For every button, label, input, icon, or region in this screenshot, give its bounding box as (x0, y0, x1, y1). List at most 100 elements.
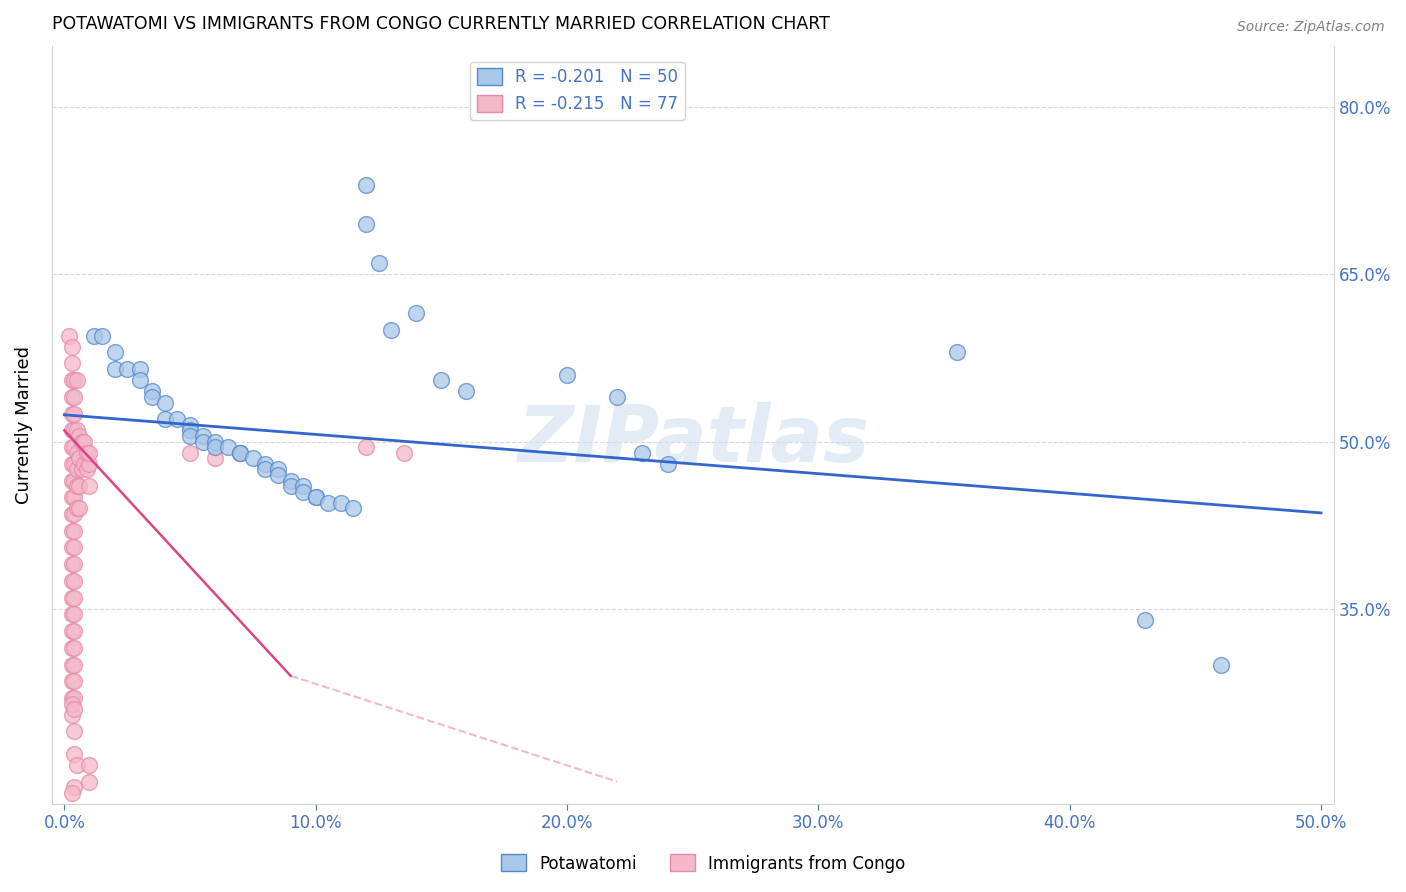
Point (354, 217, 377, 231)
Point (79, 774, 101, 789)
Point (76, 462, 98, 476)
Point (73, 457, 96, 471)
Point (354, 440, 377, 454)
Point (141, 390, 163, 404)
Point (60, 541, 83, 555)
Point (63, 747, 86, 761)
Point (456, 384, 478, 399)
Point (254, 462, 277, 476)
Point (60, 524, 83, 538)
Point (67, 451, 90, 466)
Point (267, 468, 290, 483)
Text: POTAWATOMI VS IMMIGRANTS FROM CONGO CURRENTLY MARRIED CORRELATION CHART: POTAWATOMI VS IMMIGRANTS FROM CONGO CURR… (52, 15, 830, 33)
Point (405, 306, 427, 320)
Point (1133, 613, 1156, 627)
Point (63, 491, 86, 505)
Point (63, 390, 86, 404)
Point (217, 440, 239, 454)
Point (305, 491, 328, 505)
Point (66, 758, 89, 772)
Point (254, 457, 277, 471)
Point (63, 507, 86, 521)
Legend: R = -0.201   N = 50, R = -0.215   N = 77: R = -0.201 N = 50, R = -0.215 N = 77 (470, 62, 685, 120)
Point (60, 373, 83, 387)
Point (66, 373, 89, 387)
Point (631, 446, 654, 460)
Point (60, 424, 83, 438)
Point (60, 624, 83, 639)
Point (73, 434, 96, 449)
Point (128, 362, 150, 376)
Point (555, 368, 578, 382)
Point (191, 434, 214, 449)
Point (179, 424, 201, 438)
Point (945, 345, 967, 359)
Point (60, 558, 83, 572)
Point (79, 758, 101, 772)
Point (63, 440, 86, 454)
Point (63, 624, 86, 639)
Point (60, 507, 83, 521)
Point (66, 424, 89, 438)
Point (60, 640, 83, 655)
Point (60, 707, 83, 722)
Point (179, 446, 201, 460)
Point (66, 479, 89, 493)
Point (63, 702, 86, 716)
Point (60, 657, 83, 672)
Point (63, 558, 86, 572)
Point (280, 474, 302, 488)
Point (141, 384, 163, 399)
Point (76, 446, 98, 460)
Point (70, 434, 93, 449)
Point (166, 412, 188, 426)
Point (229, 446, 252, 460)
Point (60, 440, 83, 454)
Point (380, 323, 402, 337)
Point (204, 440, 226, 454)
Point (60, 340, 83, 354)
Point (70, 462, 93, 476)
Point (292, 484, 315, 499)
Point (63, 674, 86, 689)
Point (60, 457, 83, 471)
Point (229, 446, 252, 460)
Point (63, 373, 86, 387)
Point (63, 691, 86, 706)
Point (606, 390, 628, 404)
Point (179, 429, 201, 443)
Point (63, 657, 86, 672)
Text: ZIPatlas: ZIPatlas (516, 402, 869, 478)
Point (63, 640, 86, 655)
Point (267, 462, 290, 476)
Point (153, 395, 176, 409)
Point (63, 607, 86, 622)
Point (229, 446, 252, 460)
Point (60, 407, 83, 421)
Point (342, 501, 364, 516)
Point (60, 390, 83, 404)
Point (392, 446, 415, 460)
Point (60, 474, 83, 488)
Point (128, 373, 150, 387)
Point (60, 674, 83, 689)
Point (63, 541, 86, 555)
Point (67, 501, 90, 516)
Point (367, 256, 389, 270)
Point (66, 446, 89, 460)
Point (60, 697, 83, 711)
Point (63, 424, 86, 438)
Point (316, 496, 339, 510)
Point (67, 479, 90, 493)
Legend: Potawatomi, Immigrants from Congo: Potawatomi, Immigrants from Congo (494, 847, 912, 880)
Point (242, 451, 264, 466)
Point (79, 479, 101, 493)
Point (79, 457, 101, 471)
Point (430, 373, 453, 387)
Point (79, 446, 101, 460)
Point (280, 479, 302, 493)
Point (63, 457, 86, 471)
Point (60, 591, 83, 605)
Point (60, 574, 83, 588)
Text: Source: ZipAtlas.com: Source: ZipAtlas.com (1237, 20, 1385, 34)
